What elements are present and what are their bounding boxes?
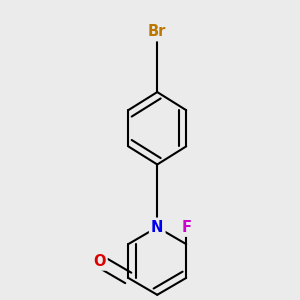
Text: Br: Br	[148, 24, 166, 39]
Text: N: N	[151, 220, 164, 235]
Text: F: F	[181, 220, 191, 235]
Text: O: O	[93, 254, 106, 268]
